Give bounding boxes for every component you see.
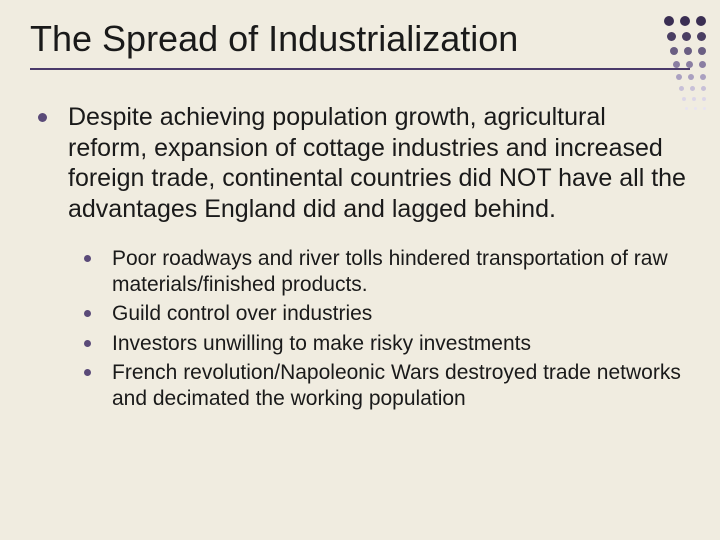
- main-bullet-list: Despite achieving population growth, agr…: [30, 102, 690, 412]
- bullet-icon: [84, 369, 91, 376]
- slide-title: The Spread of Industrialization: [30, 18, 690, 70]
- sub-bullet-text: Poor roadways and river tolls hindered t…: [112, 247, 668, 296]
- bullet-icon: [84, 340, 91, 347]
- bullet-icon: [38, 113, 47, 122]
- sub-bullet-text: Guild control over industries: [112, 302, 372, 325]
- sub-bullet-item: Investors unwilling to make risky invest…: [112, 331, 690, 357]
- sub-bullet-text: Investors unwilling to make risky invest…: [112, 332, 531, 355]
- main-bullet-item: Despite achieving population growth, agr…: [68, 102, 690, 412]
- main-bullet-text: Despite achieving population growth, agr…: [68, 103, 686, 223]
- sub-bullet-text: French revolution/Napoleonic Wars destro…: [112, 361, 681, 410]
- bullet-icon: [84, 310, 91, 317]
- sub-bullet-item: Poor roadways and river tolls hindered t…: [112, 246, 690, 297]
- bullet-icon: [84, 255, 91, 262]
- slide: The Spread of Industrialization Despite …: [0, 0, 720, 540]
- sub-bullet-item: French revolution/Napoleonic Wars destro…: [112, 360, 690, 411]
- sub-bullet-item: Guild control over industries: [112, 301, 690, 327]
- sub-bullet-list: Poor roadways and river tolls hindered t…: [68, 246, 690, 412]
